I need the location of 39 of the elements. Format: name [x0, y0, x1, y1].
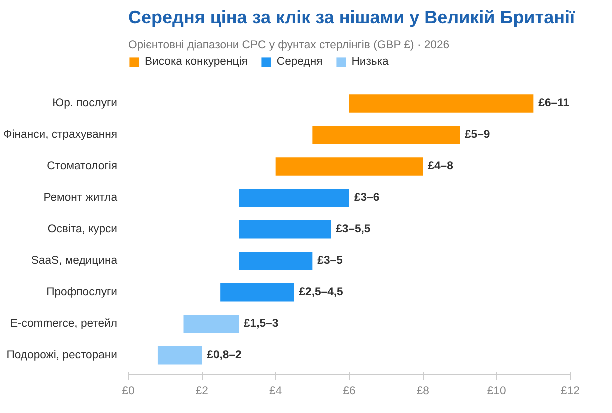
y-tick-label: Освіта, курси: [48, 224, 118, 236]
x-tick-label: £8: [416, 386, 430, 398]
y-tick-label: Юр. послуги: [52, 98, 118, 110]
y-tick-label: Подорожі, ресторани: [6, 350, 118, 362]
data-label: £4–8: [428, 160, 454, 173]
data-label: £0,8–2: [207, 350, 242, 362]
chart-subtitle: Орієнтовні діапазони CPC у фунтах стерлінгів (GBP £) · 2026: [128, 40, 450, 52]
bar: [220, 284, 294, 302]
bar: [239, 189, 350, 208]
bar: [184, 314, 239, 334]
y-tick-label: Стоматологія: [47, 160, 118, 173]
legend-label: Висока конкуренція: [145, 56, 248, 68]
x-tick-label: £10: [487, 386, 506, 398]
chart-title: Середня ціна за клік за нішами у Великій Британії: [128, 8, 576, 28]
bar: [350, 94, 534, 113]
data-label: £5–9: [465, 129, 490, 142]
data-label: £3–5,5: [336, 224, 371, 236]
data-label: £2,5–4,5: [299, 286, 344, 299]
bar: [276, 158, 424, 176]
y-tick-label: Ремонт житла: [44, 192, 118, 204]
legend-label: Середня: [276, 56, 323, 68]
bar: [158, 346, 202, 365]
data-label: £3–5: [318, 255, 343, 268]
x-tick-label: £6: [343, 386, 356, 398]
y-tick-label: E-commerce, ретейл: [10, 318, 118, 330]
bar: [239, 220, 332, 239]
x-tick-label: £12: [561, 386, 580, 398]
x-tick-label: £0: [122, 386, 135, 398]
y-tick-label: Профпослуги: [46, 286, 118, 299]
x-tick-label: £2: [196, 386, 208, 398]
x-tick-label: £4: [270, 386, 282, 398]
legend-label: Низька: [352, 56, 389, 68]
data-label: £3–6: [354, 192, 380, 204]
data-label: £6–11: [538, 98, 570, 110]
bar: [312, 126, 460, 144]
data-label: £1,5–3: [244, 318, 279, 330]
y-tick-label: Фінанси, страхування: [4, 129, 118, 142]
bar: [239, 252, 313, 270]
y-tick-label: SaaS, медицина: [31, 255, 118, 268]
